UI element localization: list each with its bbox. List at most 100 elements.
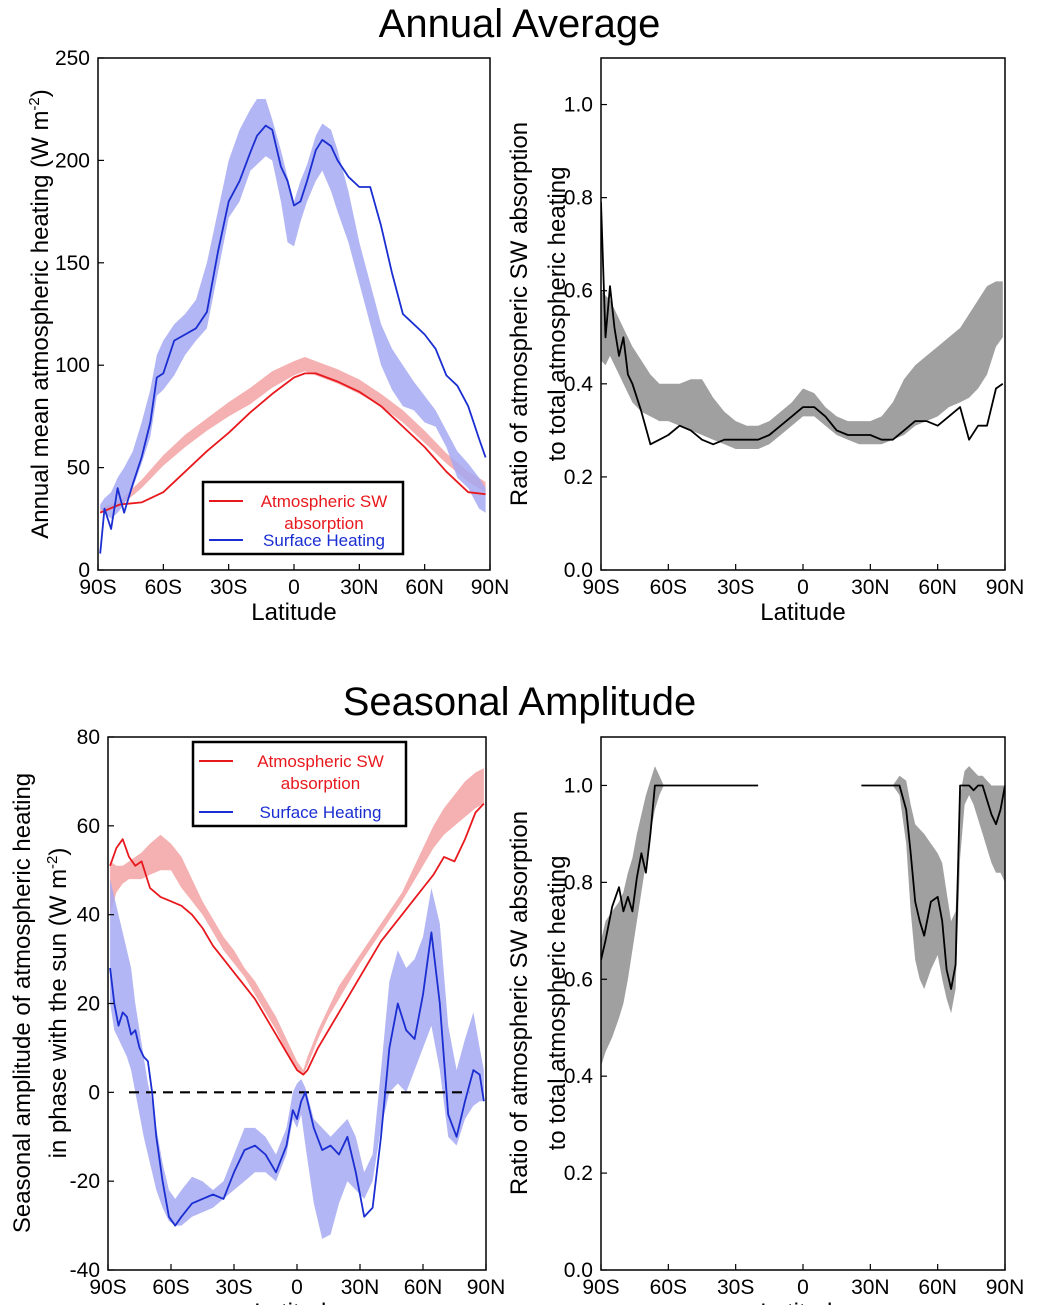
x-tick-label: 30S xyxy=(210,576,247,599)
x-tick-label: 60N xyxy=(404,1276,443,1299)
y-tick-label: -40 xyxy=(70,1259,100,1282)
series-line-1-0 xyxy=(109,931,485,1227)
x-tick-label: 30N xyxy=(851,1276,890,1299)
x-tick-label: 60S xyxy=(650,576,687,599)
series-line-0-0 xyxy=(99,372,486,514)
x-tick-label: 90N xyxy=(986,1276,1025,1299)
x-axis-label: Latitude xyxy=(254,1299,339,1305)
y-axis-label-line1: Ratio of atmospheric SW absorption xyxy=(506,811,533,1195)
x-tick-label: 90S xyxy=(89,1276,126,1299)
y-axis-label-line2: to total atmospheric heating xyxy=(544,856,571,1151)
y-axis-label: Annual mean atmospheric heating (W m-2) xyxy=(26,89,54,539)
x-tick-label: 30N xyxy=(341,1276,380,1299)
y-tick-label: 0.6 xyxy=(564,968,593,991)
y-tick-label: 0 xyxy=(78,559,90,582)
legend-box xyxy=(201,480,405,556)
series-line-0-0 xyxy=(601,784,759,961)
uncertainty-band-0-0 xyxy=(601,281,1003,449)
annual-average-title: Annual Average xyxy=(378,2,661,46)
axes-frame xyxy=(600,736,1006,1271)
y-tick-label: 0.8 xyxy=(564,871,593,894)
y-tick-label: 50 xyxy=(67,457,90,480)
x-tick-label: 30S xyxy=(717,1276,754,1299)
y-tick-label: 0.8 xyxy=(564,187,593,210)
y-tick-label: 100 xyxy=(55,354,90,377)
x-tick-label: 90S xyxy=(79,576,116,599)
x-tick-label: 60S xyxy=(650,1276,687,1299)
y-tick-label: 1.0 xyxy=(564,94,593,117)
seasonal-ratio-chart: 90S 60S 30S 0 30N 60N 90N 0.0 0.2 0.4 0.6 0.8 1.0 Lat… xyxy=(506,736,1025,1305)
y-tick-label: 0.4 xyxy=(564,1065,594,1088)
y-tick-label: 0.4 xyxy=(564,373,594,396)
y-axis-label-line2: in phase with the sun (W m-2) xyxy=(44,848,72,1159)
series-line-0-1 xyxy=(861,784,1005,990)
uncertainty-band-1-0 xyxy=(110,879,484,1239)
y-axis-label: Seasonal amplitude of atmospheric heatin… xyxy=(9,773,72,1233)
x-tick-label: 0 xyxy=(291,1276,303,1299)
seasonal-amplitude-title: Seasonal Amplitude xyxy=(342,680,697,724)
y-tick-label: 80 xyxy=(77,726,100,749)
seasonal-heating-chart: 90S 60S 30S 0 30N 60N 90N -40 -20 0 20 40 60 80 Latitu… xyxy=(9,726,505,1305)
annual-heating-chart: 90S 60S 30S 0 30N 60N 90N 0 50 100 150 200 250 Latitu… xyxy=(26,47,509,626)
legend-label-sw-absorption: Atmospheric SW xyxy=(257,752,384,771)
x-tick-label: 60S xyxy=(145,576,182,599)
x-tick-label: 90S xyxy=(582,576,619,599)
y-tick-label: -20 xyxy=(70,1170,100,1193)
y-axis-label-text: Annual mean atmospheric heating (W m-2) xyxy=(26,89,54,539)
legend-label-sw-absorption: Atmospheric SW xyxy=(261,492,388,511)
y-tick-label: 1.0 xyxy=(564,774,593,797)
x-tick-label: 0 xyxy=(797,576,809,599)
y-tick-label: 150 xyxy=(55,252,90,275)
plot-area xyxy=(601,766,1005,1067)
x-axis-label: Latitude xyxy=(251,599,336,626)
y-tick-label: 0.2 xyxy=(564,1162,593,1185)
x-tick-label: 60S xyxy=(152,1276,189,1299)
y-axis-label-line1: Ratio of atmospheric SW absorption xyxy=(506,122,533,506)
x-tick-label: 90S xyxy=(582,1276,619,1299)
y-axis-label: Ratio of atmospheric SW absorption to tot… xyxy=(506,811,571,1195)
plot-area xyxy=(109,768,485,1239)
y-tick-label: 0.0 xyxy=(564,1259,593,1282)
x-tick-label: 90N xyxy=(467,1276,506,1299)
plot-area xyxy=(601,202,1004,449)
x-tick-label: 0 xyxy=(288,576,300,599)
axes-frame xyxy=(600,57,1006,571)
y-tick-label: 0.6 xyxy=(564,280,593,303)
uncertainty-band-0-1 xyxy=(861,766,1005,1014)
x-axis-label: Latitude xyxy=(760,599,845,626)
uncertainty-band-0-0 xyxy=(601,766,759,1067)
series-line-1-0 xyxy=(99,124,487,554)
legend-label-sw-absorption: absorption xyxy=(281,774,360,793)
x-tick-label: 30S xyxy=(215,1276,252,1299)
y-tick-label: 250 xyxy=(55,47,90,70)
x-tick-label: 30N xyxy=(851,576,890,599)
y-tick-label: 200 xyxy=(55,149,90,172)
x-tick-label: 30S xyxy=(717,576,754,599)
x-tick-label: 0 xyxy=(797,1276,809,1299)
y-tick-label: 0.0 xyxy=(564,559,593,582)
legend-label-sw-absorption: absorption xyxy=(284,514,363,533)
y-tick-label: 20 xyxy=(77,993,100,1016)
series-line-0-0 xyxy=(601,202,1004,446)
y-tick-label: 0 xyxy=(88,1081,100,1104)
uncertainty-band-1-0 xyxy=(100,99,486,519)
annual-ratio-chart: 90S 60S 30S 0 30N 60N 90N 0.0 0.2 0.4 0.6 0.8 1.0 Lat… xyxy=(506,57,1025,626)
y-axis-label: Ratio of atmospheric SW absorption to tot… xyxy=(506,122,571,506)
series-line-0-0 xyxy=(109,802,485,1076)
y-tick-label: 60 xyxy=(77,815,100,838)
x-axis-label: Latitude xyxy=(760,1299,845,1305)
x-tick-label: 90N xyxy=(986,576,1025,599)
x-tick-label: 90N xyxy=(471,576,510,599)
y-tick-label: 40 xyxy=(77,904,100,927)
y-axis-label-line2: to total atmospheric heating xyxy=(544,167,571,462)
plot-area xyxy=(99,99,487,554)
x-tick-label: 60N xyxy=(918,576,957,599)
x-tick-label: 30N xyxy=(340,576,379,599)
legend-label-surface-heating: Surface Heating xyxy=(263,531,385,550)
y-axis-label-line1: Seasonal amplitude of atmospheric heatin… xyxy=(9,773,36,1233)
x-tick-label: 60N xyxy=(918,1276,957,1299)
y-tick-label: 0.2 xyxy=(564,466,593,489)
